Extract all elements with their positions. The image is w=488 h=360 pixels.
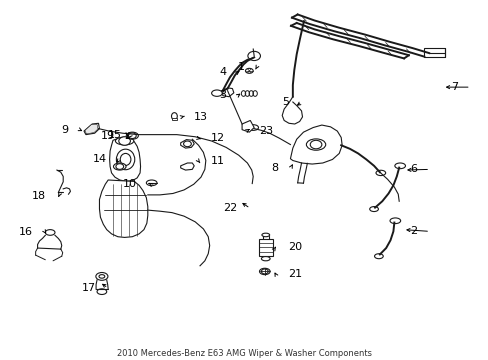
Text: 17: 17 (81, 283, 95, 293)
Text: 23: 23 (259, 126, 273, 136)
Text: 21: 21 (287, 269, 302, 279)
Ellipse shape (374, 254, 383, 259)
Ellipse shape (211, 90, 222, 96)
Text: 5: 5 (282, 97, 289, 107)
Text: 22: 22 (223, 203, 237, 213)
Ellipse shape (259, 268, 269, 275)
Polygon shape (180, 140, 194, 148)
Text: 6: 6 (410, 165, 417, 174)
Text: 2010 Mercedes-Benz E63 AMG Wiper & Washer Components: 2010 Mercedes-Benz E63 AMG Wiper & Washe… (117, 349, 371, 358)
Polygon shape (242, 121, 254, 132)
Polygon shape (290, 125, 342, 164)
Ellipse shape (261, 257, 269, 261)
Text: 8: 8 (271, 163, 278, 172)
Bar (172, 118, 177, 121)
Polygon shape (99, 180, 147, 238)
Circle shape (247, 51, 260, 60)
Text: 10: 10 (123, 179, 137, 189)
Ellipse shape (375, 170, 385, 176)
Text: 3: 3 (219, 90, 225, 100)
Bar (259, 239, 272, 256)
Polygon shape (223, 88, 233, 97)
Ellipse shape (115, 137, 134, 145)
Text: 4: 4 (219, 67, 225, 77)
Ellipse shape (99, 275, 104, 278)
Polygon shape (85, 124, 98, 134)
Circle shape (261, 269, 267, 274)
Ellipse shape (146, 180, 157, 186)
Circle shape (183, 141, 191, 147)
Circle shape (128, 133, 136, 139)
Polygon shape (180, 163, 194, 170)
Text: 14: 14 (92, 154, 106, 165)
Ellipse shape (113, 163, 126, 170)
Ellipse shape (389, 218, 400, 224)
Text: 2: 2 (409, 226, 417, 237)
Ellipse shape (394, 163, 405, 168)
Circle shape (116, 164, 123, 169)
Text: 1: 1 (237, 62, 244, 72)
Text: 13: 13 (194, 112, 208, 122)
Polygon shape (84, 123, 99, 135)
Circle shape (119, 137, 130, 145)
Ellipse shape (96, 273, 108, 280)
Text: 7: 7 (450, 82, 457, 92)
Text: 12: 12 (210, 133, 224, 143)
Ellipse shape (171, 113, 177, 120)
Text: 20: 20 (287, 242, 302, 252)
Text: 15: 15 (108, 130, 122, 140)
Polygon shape (109, 138, 140, 181)
Text: 18: 18 (32, 191, 46, 201)
Ellipse shape (126, 132, 138, 139)
Text: 11: 11 (210, 156, 224, 166)
Ellipse shape (116, 149, 135, 170)
Ellipse shape (120, 153, 131, 166)
Text: 16: 16 (19, 228, 33, 238)
Bar (424, 48, 444, 57)
Ellipse shape (369, 207, 378, 212)
Ellipse shape (245, 68, 253, 73)
Ellipse shape (45, 230, 55, 235)
Text: 19: 19 (101, 131, 115, 141)
Text: 9: 9 (61, 125, 68, 135)
Ellipse shape (262, 233, 269, 237)
Ellipse shape (247, 125, 258, 130)
Ellipse shape (97, 289, 106, 294)
Ellipse shape (306, 139, 325, 150)
Circle shape (309, 140, 321, 149)
